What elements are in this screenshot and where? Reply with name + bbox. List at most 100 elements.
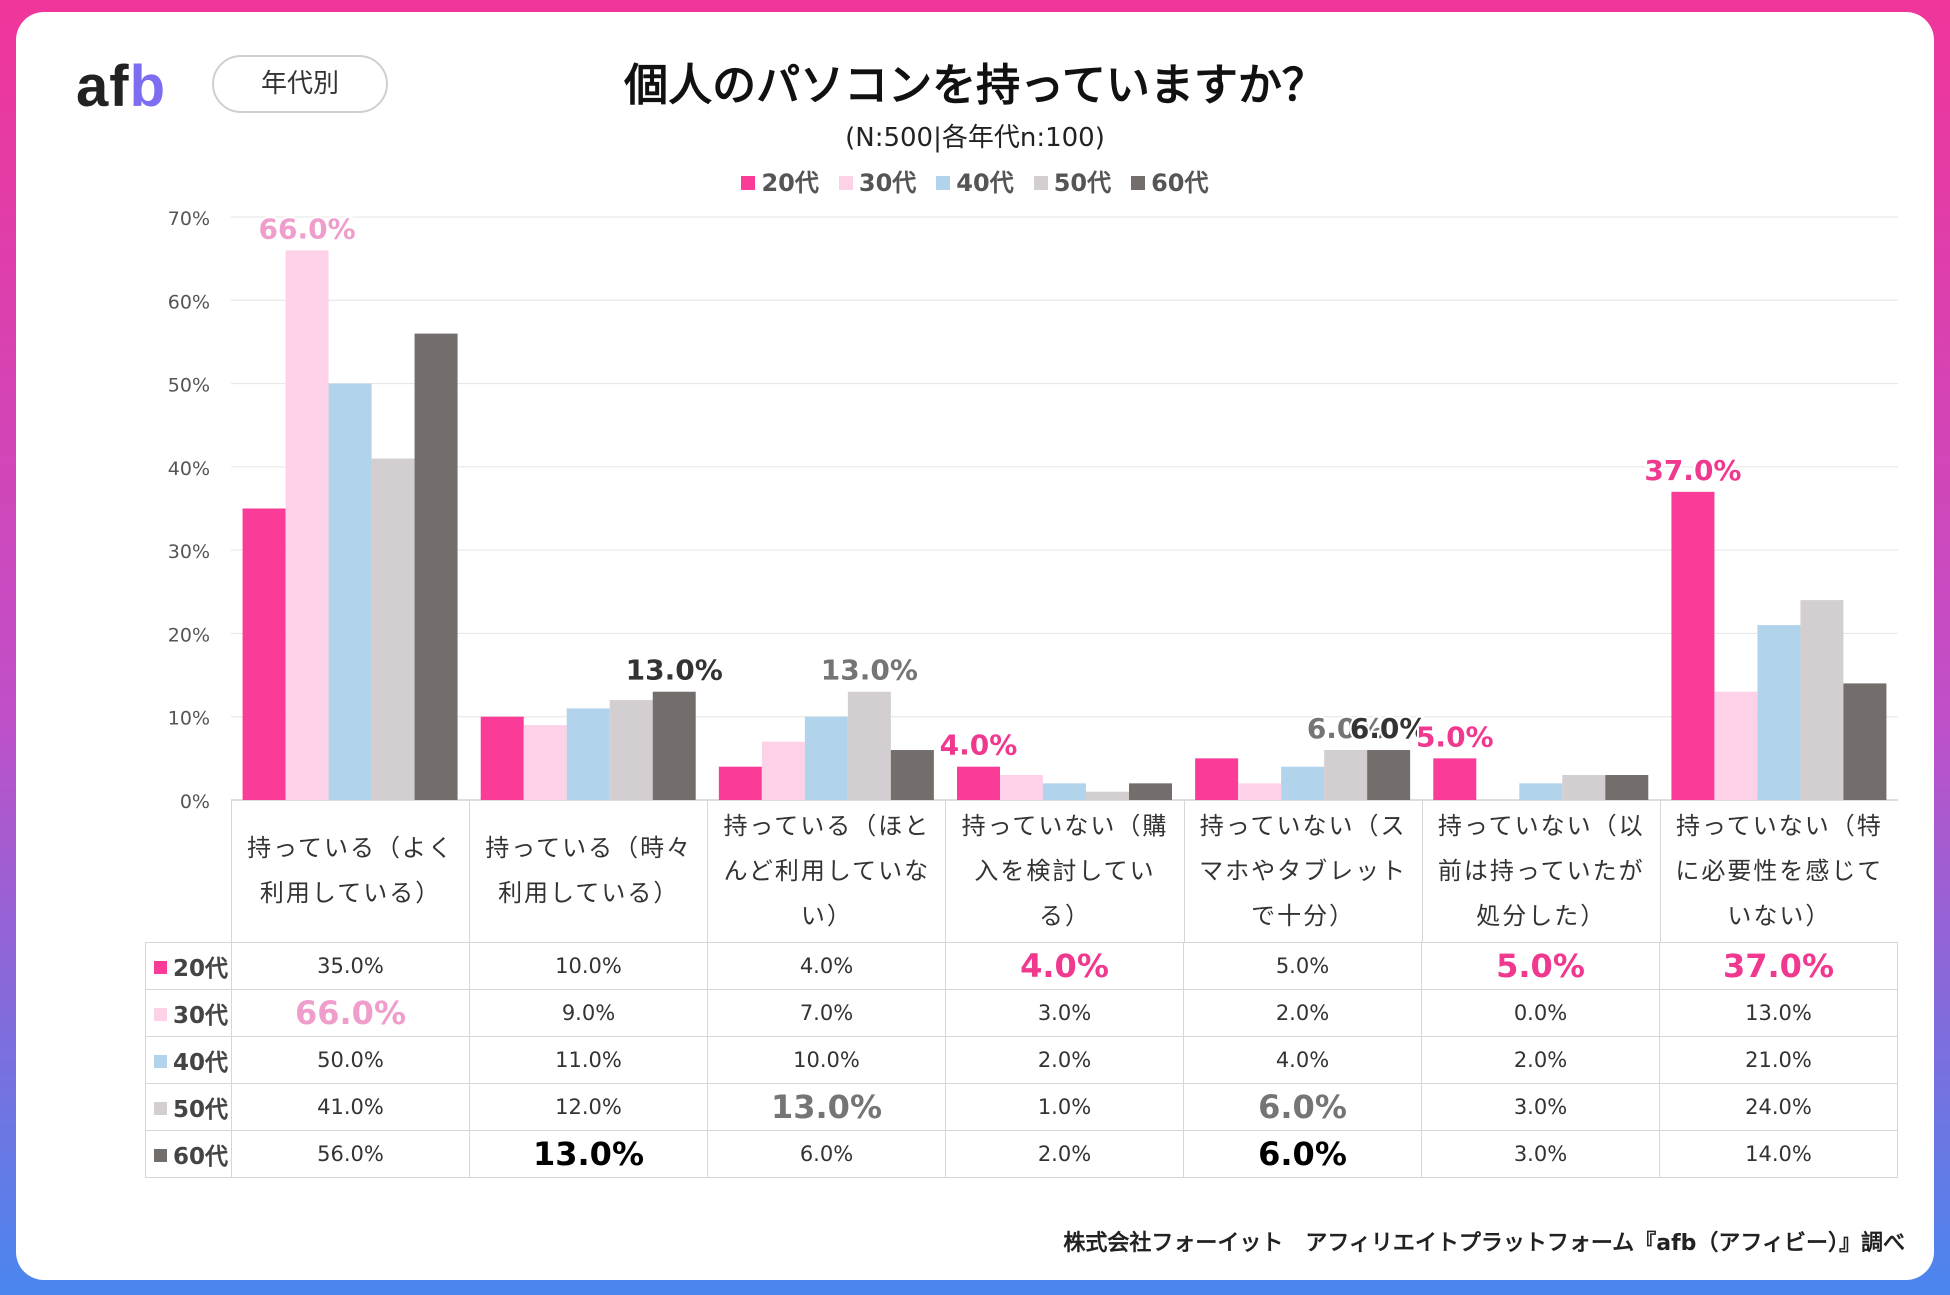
y-tick-label: 30% [168, 541, 210, 563]
bar [285, 250, 329, 801]
table-cell: 37.0% [1659, 942, 1898, 990]
table-cell: 1.0% [945, 1083, 1184, 1131]
legend-swatch [1033, 176, 1048, 190]
chart-title: 個人のパソコンを持っていますか？ [624, 60, 1326, 111]
data-label: 37.0% [1644, 454, 1741, 487]
legend-item: 50代 [1033, 168, 1112, 198]
legend-label: 40代 [956, 169, 1014, 197]
table-cell: 13.0% [469, 1130, 708, 1178]
chart-legend: 20代 30代 40代 50代 60代 [0, 168, 1950, 198]
table-cell: 4.0% [945, 942, 1184, 990]
category-label: 持っている（よく利用している） [231, 800, 469, 942]
table-cell: 21.0% [1659, 1036, 1898, 1084]
bar [480, 716, 524, 800]
category-label: 持っていない（スマホやタブレットで十分） [1183, 800, 1422, 942]
bar [1129, 783, 1172, 800]
table-cell: 7.0% [707, 989, 946, 1037]
bar [1671, 491, 1715, 800]
y-tick-label: 20% [168, 624, 210, 646]
bar [1367, 750, 1411, 800]
bar [566, 708, 610, 800]
row-swatch [154, 1102, 167, 1115]
table-cell: 6.0% [1183, 1130, 1422, 1178]
table-cell: 35.0% [231, 942, 470, 990]
category-label: 持っていない（以前は持っていたが処分した） [1421, 800, 1660, 942]
bar-chart: 0% 10% 20% 30% 40% 50% 60% 70% 66.0% 13.0% 13.0% 4.… [168, 208, 1898, 813]
table-cell: 24.0% [1659, 1083, 1898, 1131]
table-cell: 13.0% [707, 1083, 946, 1131]
row-header: 50代 [145, 1083, 232, 1131]
legend-item: 40代 [936, 168, 1014, 198]
table-cell: 5.0% [1183, 942, 1422, 990]
data-label: 13.0% [821, 654, 918, 687]
bar [242, 508, 286, 800]
row-swatch [154, 1055, 167, 1068]
table-cell: 6.0% [1183, 1083, 1422, 1131]
bar [890, 750, 934, 800]
bar [1714, 691, 1758, 800]
legend-label: 30代 [858, 169, 917, 197]
bar [371, 458, 415, 800]
table-cell: 9.0% [469, 989, 708, 1037]
bar [761, 741, 805, 800]
table-cell: 3.0% [1421, 1083, 1660, 1131]
bar [1843, 683, 1887, 800]
bar [1433, 758, 1477, 800]
y-tick-label: 0% [180, 791, 210, 813]
legend-swatch [741, 176, 756, 190]
row-label: 30代 [173, 1003, 229, 1029]
bar [1605, 775, 1649, 800]
table-row: 40代 50.0% 11.0% 10.0% 2.0% 4.0% 2.0% 21.0% [145, 1036, 1898, 1084]
table-cell: 2.0% [945, 1130, 1184, 1178]
table-cell: 10.0% [469, 942, 708, 990]
table-cell: 13.0% [1659, 989, 1898, 1037]
afb-logo: afb [76, 54, 167, 119]
row-label: 50代 [173, 1097, 229, 1123]
table-cell: 6.0% [707, 1130, 946, 1178]
row-swatch [154, 1008, 167, 1021]
data-label: 4.0% [940, 729, 1018, 762]
table-cell: 56.0% [231, 1130, 470, 1178]
category-label: 持っていない（特に必要性を感じていない） [1659, 800, 1898, 942]
bar [414, 333, 458, 800]
legend-item: 30代 [838, 168, 917, 198]
legend-swatch [936, 176, 951, 190]
legend-label: 50代 [1053, 169, 1112, 197]
legend-label: 60代 [1151, 169, 1209, 197]
legend-label: 20代 [761, 169, 819, 197]
table-cell: 5.0% [1421, 942, 1660, 990]
legend-item: 20代 [741, 168, 819, 198]
table-row: 50代 41.0% 12.0% 13.0% 1.0% 6.0% 3.0% 24.0% [145, 1083, 1898, 1131]
data-label: 66.0% [259, 212, 356, 245]
data-label: 5.0% [1416, 720, 1494, 753]
bar [1086, 791, 1129, 800]
bar [1000, 775, 1043, 800]
y-tick-label: 60% [168, 291, 210, 313]
y-tick-label: 10% [168, 708, 210, 730]
age-group-tag: 年代別 [212, 55, 388, 113]
bar [957, 766, 1000, 800]
table-cell: 11.0% [469, 1036, 708, 1084]
table-row: 20代 35.0% 10.0% 4.0% 4.0% 5.0% 5.0% 37.0% [145, 942, 1898, 990]
table-cell: 10.0% [707, 1036, 946, 1084]
data-label: 6.0% [1307, 712, 1385, 745]
category-labels: 持っている（よく利用している） 持っている（時々利用している） 持っている（ほとんど… [231, 800, 1898, 942]
category-label: 持っている（ほとんど利用していない） [707, 800, 945, 942]
table-cell: 4.0% [1183, 1036, 1422, 1084]
table-cell: 4.0% [707, 942, 946, 990]
table-cell: 50.0% [231, 1036, 470, 1084]
bar [609, 700, 653, 800]
table-cell: 2.0% [945, 1036, 1184, 1084]
category-label: 持っていない（購入を検討している） [945, 800, 1183, 942]
legend-swatch [1131, 176, 1146, 190]
table-cell: 12.0% [469, 1083, 708, 1131]
data-label: 13.0% [626, 654, 723, 687]
table-cell: 2.0% [1183, 989, 1422, 1037]
table-cell: 66.0% [231, 989, 470, 1037]
chart-subtitle: (N:500|各年代n:100) [845, 123, 1105, 153]
row-label: 20代 [173, 956, 229, 982]
table-cell: 0.0% [1421, 989, 1660, 1037]
row-label: 40代 [173, 1050, 229, 1076]
survey-credit: 株式会社フォーイット アフィリエイトプラットフォーム『afb（アフィビー）』調べ [1063, 1231, 1905, 1256]
bar [1519, 783, 1563, 800]
